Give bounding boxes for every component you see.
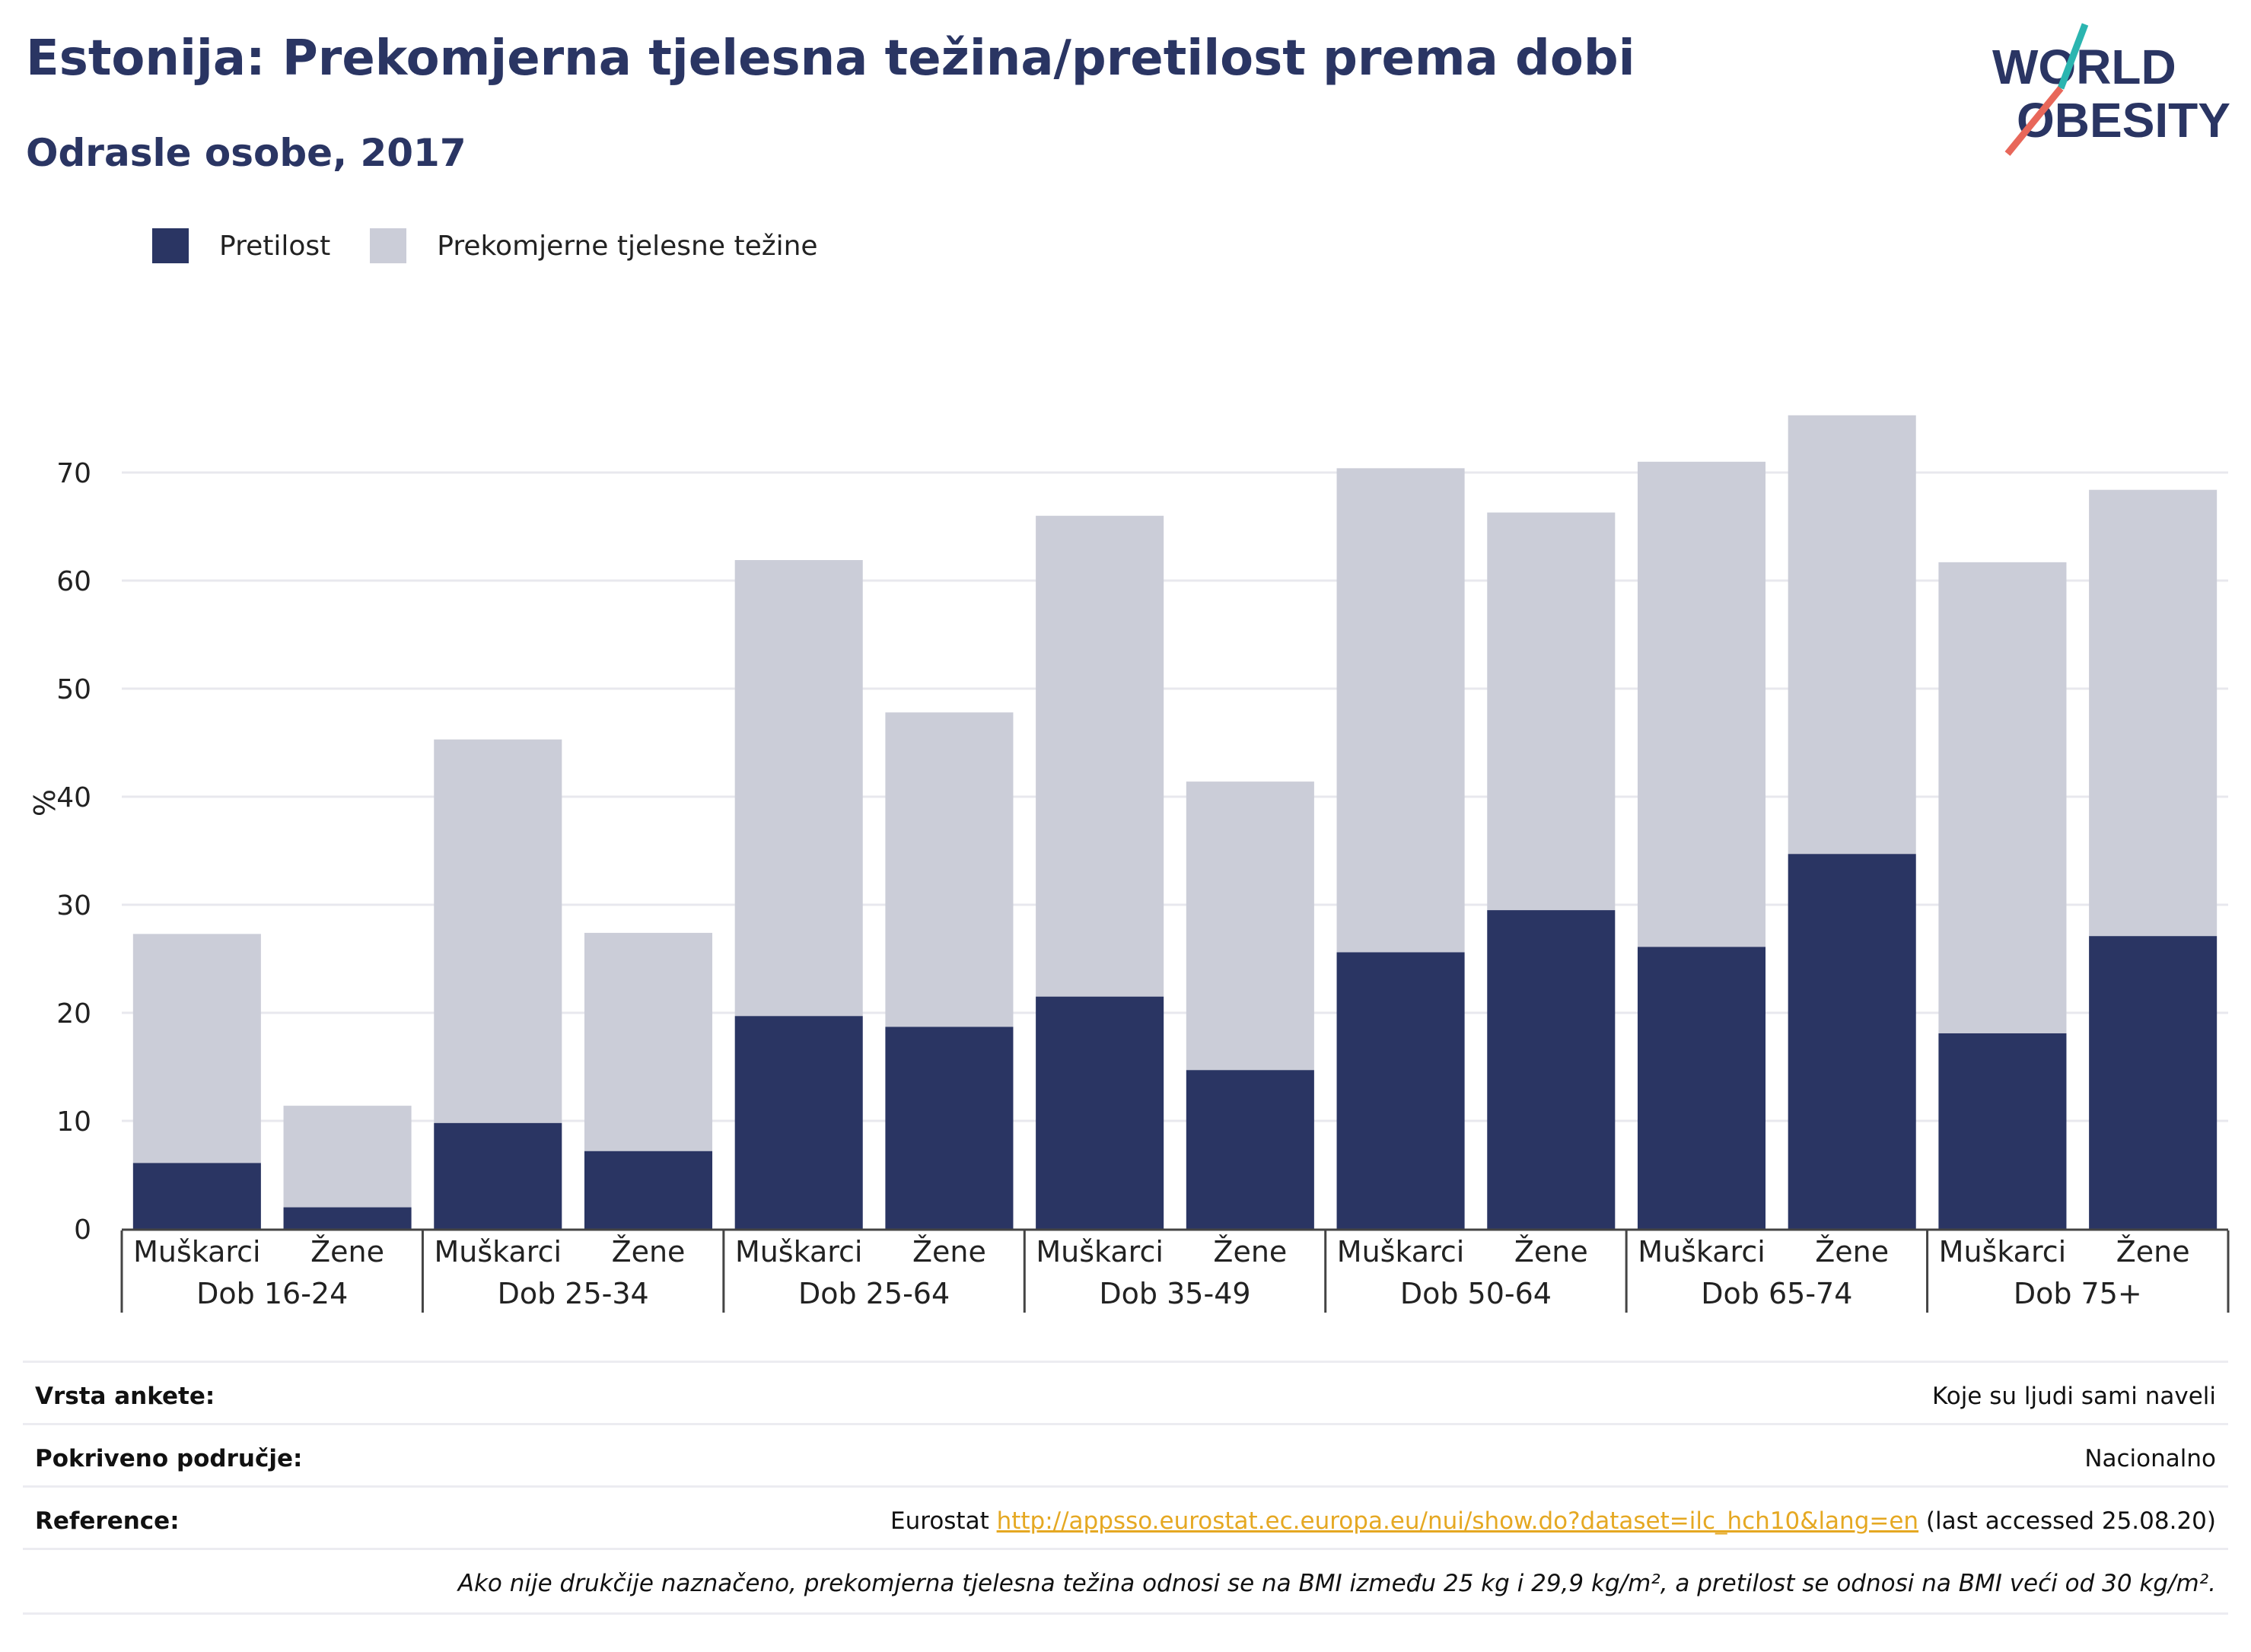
world-obesity-logo: WORLD OBESITY (1992, 23, 2230, 156)
y-tick-label: 50 (56, 674, 91, 705)
logo-slash-teal (2057, 23, 2089, 90)
logo-slash-red (2004, 86, 2064, 156)
bar-overweight (1186, 781, 1314, 1071)
y-tick-label: 70 (56, 458, 91, 489)
bar-obese (885, 1027, 1014, 1229)
bar-overweight (1487, 512, 1616, 911)
bar-obese (734, 1016, 863, 1229)
bar-overweight (584, 932, 713, 1151)
x-tick-label: Žene (310, 1235, 384, 1268)
x-tick-label: Žene (1213, 1235, 1287, 1268)
x-group-label: Dob 25-34 (498, 1277, 649, 1310)
x-group-label: Dob 50-64 (1400, 1277, 1552, 1310)
x-tick-label: Žene (612, 1235, 686, 1268)
reference-prefix: Eurostat (890, 1507, 997, 1535)
definition-note: Ako nije drukčije naznačeno, prekomjerna… (457, 1570, 2216, 1597)
reference-suffix: (last accessed 25.08.20) (1918, 1507, 2216, 1535)
reference-value: Eurostat http://appsso.eurostat.ec.europ… (890, 1507, 2216, 1535)
bar-obese (434, 1122, 562, 1229)
bar-overweight (434, 739, 562, 1123)
bar-obese (1788, 854, 1916, 1229)
x-tick-label: Muškarci (1036, 1235, 1164, 1268)
x-tick-label: Muškarci (735, 1235, 863, 1268)
chart-title: Estonija: Prekomjerna tjelesna težina/pr… (26, 30, 1635, 87)
bar-obese (1336, 952, 1465, 1229)
x-tick-label: Žene (912, 1235, 986, 1268)
legend-label-obese: Pretilost (219, 230, 331, 262)
logo-line1: WORLD (1992, 40, 2176, 94)
bar-overweight (1036, 515, 1164, 997)
legend-swatch-obese (152, 228, 189, 263)
bar-obese (1938, 1033, 2067, 1229)
chart-legend: Pretilost Prekomjerne tjelesne težine (152, 227, 858, 265)
x-tick-label: Muškarci (1638, 1235, 1765, 1268)
bar-obese (1036, 996, 1164, 1229)
bar-overweight (2089, 489, 2218, 937)
footer-row-reference: Reference: Eurostat http://appsso.eurost… (23, 1485, 2228, 1550)
x-tick-label: Žene (1815, 1235, 1889, 1268)
survey-value: Koje su ljudi sami naveli (1931, 1383, 2216, 1410)
bar-overweight (1938, 562, 2067, 1033)
bar-obese (1637, 947, 1766, 1229)
footer-row-area: Pokriveno područje: Nacionalno (23, 1423, 2228, 1488)
footer-row-survey: Vrsta ankete: Koje su ljudi sami naveli (23, 1361, 2228, 1425)
x-tick-label: Muškarci (1939, 1235, 2067, 1268)
area-label: Pokriveno područje: (35, 1445, 303, 1472)
bar-obese (2089, 936, 2218, 1229)
x-group-label: Dob 75+ (2014, 1277, 2142, 1310)
bar-obese (584, 1151, 713, 1229)
reference-link[interactable]: http://appsso.eurostat.ec.europa.eu/nui/… (996, 1507, 1919, 1535)
y-axis-label: % (28, 789, 62, 816)
y-tick-label: 10 (56, 1106, 91, 1138)
legend-swatch-overweight (370, 228, 407, 263)
bar-overweight (734, 560, 863, 1017)
bar-overweight (1637, 461, 1766, 947)
stacked-bar-chart: 0 10 20 30 40 50 60 70% Muškarci Žene Muškarci Žene… (28, 415, 2230, 1313)
bar-obese (1487, 910, 1616, 1229)
bar-overweight (885, 712, 1014, 1027)
y-tick-label: 60 (56, 566, 91, 597)
x-tick-label: Žene (2116, 1235, 2190, 1268)
bar-obese (1186, 1070, 1314, 1229)
footer-row-note: Ako nije drukčije naznačeno, prekomjerna… (23, 1548, 2228, 1615)
area-value: Nacionalno (2084, 1445, 2216, 1472)
x-tick-label: Žene (1514, 1235, 1588, 1268)
chart-subtitle: Odrasle osobe, 2017 (26, 131, 466, 175)
x-group-label: Dob 16-24 (196, 1277, 348, 1310)
y-tick-label: 40 (56, 782, 91, 813)
y-tick-label: 30 (56, 890, 91, 921)
bar-overweight (1336, 468, 1465, 953)
x-tick-label: Muškarci (435, 1235, 562, 1268)
bar-obese (283, 1207, 412, 1229)
x-group-label: Dob 65-74 (1701, 1277, 1852, 1310)
bar-obese (132, 1163, 261, 1229)
x-tick-label: Muškarci (133, 1235, 261, 1268)
x-tick-label: Muškarci (1337, 1235, 1465, 1268)
y-tick-label: 0 (74, 1214, 91, 1246)
survey-label: Vrsta ankete: (35, 1383, 215, 1410)
reference-label: Reference: (35, 1507, 180, 1535)
bar-overweight (132, 934, 261, 1163)
legend-label-overweight: Prekomjerne tjelesne težine (437, 230, 818, 262)
x-group-label: Dob 25-64 (798, 1277, 950, 1310)
bar-overweight (1788, 415, 1916, 855)
bar-overweight (283, 1106, 412, 1208)
y-tick-label: 20 (56, 998, 91, 1030)
x-group-label: Dob 35-49 (1099, 1277, 1250, 1310)
